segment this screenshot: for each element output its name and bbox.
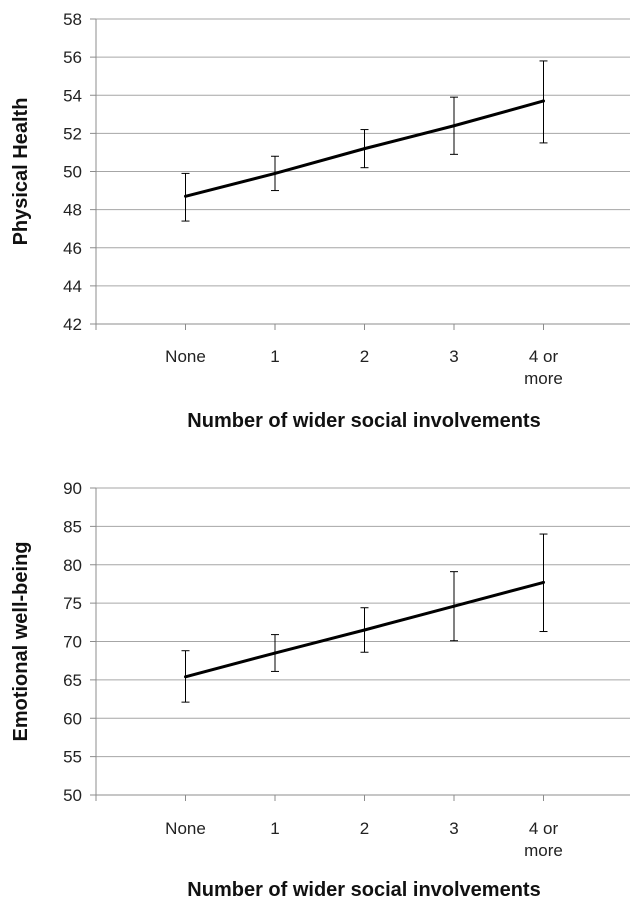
chart-physical-health: 42 44 46 48 50 52 54 56 58 None 1 2 3 4 or more Number … — [10, 10, 630, 432]
x-tick-label: 2 — [360, 819, 369, 838]
data-point — [542, 99, 545, 103]
data-point — [363, 147, 366, 151]
data-point — [542, 580, 545, 584]
y-axis-title: Emotional well-being — [10, 541, 32, 741]
y-tick-label: 70 — [63, 633, 82, 652]
y-axis-title: Physical Health — [10, 98, 32, 246]
data-point — [184, 194, 187, 198]
x-tick-label-line: None — [165, 819, 206, 838]
y-tick-label: 42 — [63, 315, 82, 334]
x-tick-label: 3 — [449, 347, 458, 366]
x-tick-label-line: more — [524, 841, 563, 860]
x-tick-label: None — [165, 819, 206, 838]
x-tick-label-line: more — [524, 369, 563, 388]
y-tick-label: 48 — [63, 201, 82, 220]
x-tick-label: 1 — [270, 819, 279, 838]
x-tick-label: 4 or more — [524, 347, 563, 388]
data-point — [184, 675, 187, 679]
y-tick-label: 46 — [63, 239, 82, 258]
x-tick-label-line: None — [165, 347, 206, 366]
x-tick-label-line: 1 — [270, 347, 279, 366]
x-tick-label-line: 4 or — [529, 819, 559, 838]
y-tick-label: 50 — [63, 163, 82, 182]
data-point — [452, 604, 456, 608]
y-tick-label: 60 — [63, 709, 82, 728]
y-tick-label: 85 — [63, 517, 82, 536]
x-tick-label-line: 3 — [449, 819, 458, 838]
y-tick-label: 55 — [63, 748, 82, 767]
y-tick-label: 80 — [63, 556, 82, 575]
y-tick-label: 44 — [63, 277, 82, 296]
data-point — [273, 171, 277, 175]
x-tick-label-line: 3 — [449, 347, 458, 366]
chart-emotional-well-being: 50 55 60 65 70 75 80 85 90 None 1 2 3 4 or more Number … — [10, 479, 630, 901]
y-tick-label: 58 — [63, 10, 82, 29]
x-tick-label: 2 — [360, 347, 369, 366]
x-tick-label: 1 — [270, 347, 279, 366]
x-tick-label: None — [165, 347, 206, 366]
x-tick-label-line: 4 or — [529, 347, 559, 366]
y-tick-label: 90 — [63, 479, 82, 498]
data-point — [363, 628, 366, 632]
y-tick-label: 56 — [63, 48, 82, 67]
x-tick-label-line: 1 — [270, 819, 279, 838]
x-tick-label-line: 2 — [360, 347, 369, 366]
x-axis-title: Number of wider social involvements — [187, 410, 540, 432]
data-point — [273, 651, 277, 655]
y-tick-label: 75 — [63, 594, 82, 613]
x-tick-label: 3 — [449, 819, 458, 838]
data-point — [452, 124, 456, 128]
y-tick-label: 54 — [63, 86, 82, 105]
y-tick-label: 65 — [63, 671, 82, 690]
x-tick-label-line: 2 — [360, 819, 369, 838]
x-axis-title: Number of wider social involvements — [187, 879, 540, 901]
x-tick-label: 4 or more — [524, 819, 563, 860]
y-tick-label: 52 — [63, 124, 82, 143]
y-tick-label: 50 — [63, 786, 82, 805]
